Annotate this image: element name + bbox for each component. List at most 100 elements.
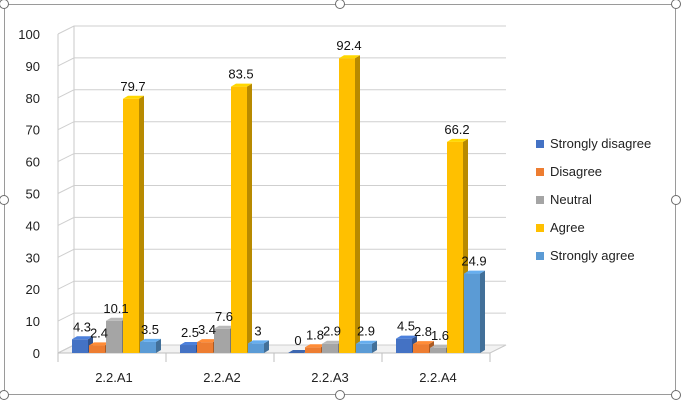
bar-front: [305, 347, 321, 353]
bar-top: [396, 335, 417, 339]
gridline: [57, 280, 506, 290]
x-tick-label: 2.2.A3: [311, 370, 349, 385]
bar-side: [355, 55, 360, 354]
bar-top: [180, 342, 201, 346]
gridline: [57, 216, 506, 226]
gridline: [57, 121, 506, 131]
bar-front: [356, 343, 372, 353]
y-tick-label: 100: [18, 27, 40, 42]
data-label: 24.9: [461, 254, 486, 269]
bar-top: [231, 83, 252, 87]
bar-top: [248, 340, 269, 344]
gridline: [57, 57, 506, 67]
data-label: 66.2: [444, 122, 469, 137]
resize-handle-top-center[interactable]: [335, 0, 345, 9]
y-tick-label: 60: [26, 155, 40, 170]
data-label: 3: [254, 323, 261, 338]
legend-label: Neutral: [550, 192, 592, 207]
legend-label: Agree: [550, 220, 585, 235]
gridline: [57, 153, 506, 163]
bar-side: [139, 95, 144, 353]
legend-item: Agree: [536, 218, 651, 237]
data-label: 2.9: [323, 324, 341, 339]
bar-top: [356, 340, 377, 344]
resize-handle-top-left[interactable]: [0, 0, 9, 9]
bar: [356, 340, 377, 353]
legend-item: Disagree: [536, 162, 651, 181]
bar-side: [156, 338, 161, 353]
bar-front: [214, 328, 230, 353]
data-label: 2.8: [414, 324, 432, 339]
y-tick-label: 0: [33, 346, 40, 361]
data-label: 7.6: [215, 309, 233, 324]
bar-top: [197, 339, 218, 343]
bar-top: [447, 138, 468, 142]
y-tick-label: 20: [26, 282, 40, 297]
bar-front: [89, 345, 105, 353]
bar: [140, 338, 161, 353]
gridline: [57, 89, 506, 99]
bar-top: [288, 350, 309, 353]
data-label: 4.5: [397, 319, 415, 334]
bar-top: [464, 270, 485, 274]
bar-front: [248, 343, 264, 353]
bar-front: [430, 347, 446, 353]
bar-top: [322, 340, 343, 344]
bar-front: [180, 345, 196, 353]
bar-front: [396, 338, 412, 353]
data-label: 92.4: [336, 38, 361, 53]
bar-side: [264, 340, 269, 353]
y-tick-label: 80: [26, 91, 40, 106]
bars: [72, 55, 485, 354]
bar-side: [247, 83, 252, 353]
legend-swatch: [536, 139, 544, 148]
bar-front: [140, 341, 156, 353]
x-tick-label: 2.2.A2: [203, 370, 241, 385]
x-tick-label: 2.2.A4: [419, 370, 457, 385]
data-label: 79.7: [120, 79, 145, 94]
legend-swatch: [536, 167, 544, 176]
bar: [464, 270, 485, 353]
data-label: 10.1: [103, 301, 128, 316]
bar-top: [305, 344, 326, 348]
data-label: 3.5: [141, 322, 159, 337]
bar-front: [447, 141, 463, 353]
bar-top: [413, 341, 434, 345]
x-axis: 2.2.A1 2.2.A2 2.2.A3 2.2.A4: [57, 352, 491, 385]
bar-front: [413, 344, 429, 353]
bar-front: [72, 339, 88, 353]
x-tick-label: 2.2.A1: [95, 370, 133, 385]
bar-front: [322, 343, 338, 353]
legend-swatch: [536, 223, 544, 232]
legend-label: Strongly disagree: [550, 136, 652, 151]
bar: [123, 95, 144, 353]
bar-front: [123, 98, 139, 353]
resize-handle-middle-left[interactable]: [0, 195, 9, 205]
bar-front: [231, 86, 247, 353]
data-label: 1.8: [306, 327, 324, 342]
y-tick-label: 90: [26, 59, 40, 74]
bar: [339, 55, 360, 354]
chart-legend: Strongly disagree Disagree Neutral Agree Str…: [536, 134, 651, 265]
bar-side: [480, 270, 485, 353]
bar-front: [339, 58, 355, 354]
data-label: 2.9: [357, 324, 375, 339]
bar-top: [89, 342, 110, 346]
bar-top: [339, 55, 360, 59]
data-label: 2.5: [181, 325, 199, 340]
bar-top: [123, 95, 144, 99]
bar-side: [372, 340, 377, 353]
data-label: 0: [294, 333, 301, 348]
data-label: 4.3: [73, 319, 91, 334]
data-labels: 4.32.410.179.73.5 2.53.47.683.530 1.82.992…: [73, 38, 487, 348]
legend-item: Strongly disagree: [536, 134, 651, 153]
bar-top: [140, 338, 161, 342]
bar: [248, 340, 269, 353]
bar-front: [464, 273, 480, 353]
y-tick-label: 40: [26, 218, 40, 233]
legend-label: Strongly agree: [550, 248, 635, 263]
gridline: [57, 25, 506, 35]
bar-top: [214, 325, 235, 329]
bar-top: [430, 344, 451, 348]
